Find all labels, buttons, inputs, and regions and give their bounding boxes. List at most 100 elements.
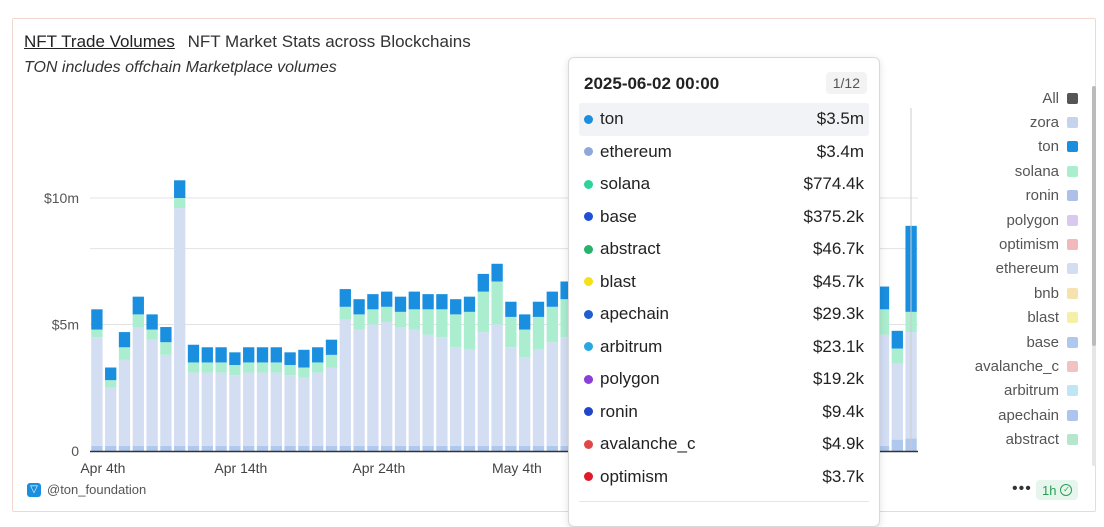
bar-segment-ethereum[interactable] xyxy=(160,354,172,446)
legend-scrollbar[interactable] xyxy=(1092,86,1096,466)
bar-segment-base[interactable] xyxy=(146,445,158,451)
bar-segment-solana[interactable] xyxy=(91,329,103,338)
bar-segment-base[interactable] xyxy=(105,445,117,451)
legend-scrollbar-thumb[interactable] xyxy=(1092,86,1096,346)
bar-segment-solana[interactable] xyxy=(491,281,503,325)
bar-segment-ethereum[interactable] xyxy=(146,339,158,446)
bar-stack[interactable] xyxy=(160,327,172,451)
bar-segment-base[interactable] xyxy=(877,445,890,451)
bar-stack[interactable] xyxy=(201,347,213,451)
bar-stack[interactable] xyxy=(381,291,393,451)
legend-item-ton[interactable]: ton xyxy=(928,135,1078,159)
bar-segment-ethereum[interactable] xyxy=(174,208,186,446)
bar-segment-ton[interactable] xyxy=(312,347,324,363)
bar-segment-solana[interactable] xyxy=(201,362,213,373)
bar-stack[interactable] xyxy=(546,291,558,451)
bar-segment-base[interactable] xyxy=(215,445,227,451)
bar-segment-ethereum[interactable] xyxy=(339,319,351,446)
bar-segment-ethereum[interactable] xyxy=(353,329,365,446)
refresh-badge[interactable]: 1h ✓ xyxy=(1036,480,1079,500)
bar-segment-solana[interactable] xyxy=(560,299,572,338)
bar-stack[interactable] xyxy=(367,294,379,451)
bar-segment-ton[interactable] xyxy=(353,299,365,315)
bar-stack[interactable] xyxy=(339,289,351,451)
bar-segment-ton[interactable] xyxy=(408,291,420,310)
bar-segment-base[interactable] xyxy=(229,445,241,451)
bar-stack[interactable] xyxy=(532,301,545,451)
bar-segment-solana[interactable] xyxy=(408,309,420,330)
bar-segment-solana[interactable] xyxy=(394,311,407,328)
bar-stack[interactable] xyxy=(477,273,489,451)
bar-segment-ton[interactable] xyxy=(394,296,407,312)
bar-segment-base[interactable] xyxy=(132,445,144,451)
bar-segment-ethereum[interactable] xyxy=(463,349,476,446)
bar-segment-base[interactable] xyxy=(560,445,572,451)
bar-segment-base[interactable] xyxy=(394,445,407,451)
bar-segment-ton[interactable] xyxy=(325,339,338,355)
bar-segment-solana[interactable] xyxy=(160,342,172,355)
bar-segment-base[interactable] xyxy=(270,445,282,451)
bar-stack[interactable] xyxy=(132,296,144,451)
bar-stack[interactable] xyxy=(519,314,531,451)
legend-item-arbitrum[interactable]: arbitrum xyxy=(928,379,1078,403)
bar-segment-ton[interactable] xyxy=(118,332,131,348)
bar-segment-solana[interactable] xyxy=(146,329,158,340)
bar-segment-solana[interactable] xyxy=(381,306,393,322)
bar-segment-base[interactable] xyxy=(436,445,448,451)
bar-stack[interactable] xyxy=(353,299,365,451)
bar-stack[interactable] xyxy=(105,367,117,451)
bar-segment-ethereum[interactable] xyxy=(229,375,241,446)
bar-segment-solana[interactable] xyxy=(105,380,117,388)
bar-stack[interactable] xyxy=(229,352,241,451)
bar-segment-ethereum[interactable] xyxy=(270,372,282,446)
bar-stack[interactable] xyxy=(270,347,282,451)
bar-segment-base[interactable] xyxy=(546,445,558,451)
bar-segment-ton[interactable] xyxy=(436,294,448,310)
bar-segment-base[interactable] xyxy=(353,445,365,451)
bar-stack[interactable] xyxy=(436,294,448,451)
bar-segment-ethereum[interactable] xyxy=(256,372,269,446)
bar-segment-solana[interactable] xyxy=(367,309,379,325)
bar-segment-ton[interactable] xyxy=(546,291,558,307)
bar-segment-ton[interactable] xyxy=(91,309,103,330)
footer-brand[interactable]: ▽ @ton_foundation xyxy=(27,482,146,497)
bar-stack[interactable] xyxy=(146,314,158,451)
bar-segment-solana[interactable] xyxy=(463,311,476,350)
bar-stack[interactable] xyxy=(215,347,227,451)
bar-segment-base[interactable] xyxy=(891,439,903,451)
bar-stack[interactable] xyxy=(174,180,186,451)
bar-segment-ton[interactable] xyxy=(215,347,227,363)
legend-item-abstract[interactable]: abstract xyxy=(928,427,1078,451)
bar-segment-ethereum[interactable] xyxy=(891,363,903,440)
bar-segment-solana[interactable] xyxy=(215,362,227,373)
bar-segment-solana[interactable] xyxy=(519,329,531,358)
bar-stack[interactable] xyxy=(450,299,462,451)
bar-stack[interactable] xyxy=(284,352,296,451)
bar-segment-ton[interactable] xyxy=(187,344,200,363)
bar-segment-ethereum[interactable] xyxy=(118,359,131,446)
bar-segment-solana[interactable] xyxy=(229,364,241,376)
bar-segment-ethereum[interactable] xyxy=(243,372,255,446)
bar-segment-base[interactable] xyxy=(532,445,545,451)
bar-segment-ton[interactable] xyxy=(519,314,531,330)
bar-segment-solana[interactable] xyxy=(118,347,131,360)
bar-segment-base[interactable] xyxy=(325,445,338,451)
bar-segment-solana[interactable] xyxy=(325,354,338,368)
bar-stack[interactable] xyxy=(325,339,338,451)
bar-segment-ton[interactable] xyxy=(505,301,517,317)
bar-segment-solana[interactable] xyxy=(532,316,545,350)
bar-segment-ton[interactable] xyxy=(339,289,351,307)
bar-segment-ethereum[interactable] xyxy=(105,387,117,446)
bar-stack[interactable] xyxy=(505,301,517,451)
bar-segment-ton[interactable] xyxy=(243,347,255,363)
bar-segment-base[interactable] xyxy=(312,445,324,451)
bar-segment-base[interactable] xyxy=(505,445,517,451)
bar-stack[interactable] xyxy=(891,330,903,451)
bar-stack[interactable] xyxy=(408,291,420,451)
bar-segment-ethereum[interactable] xyxy=(187,372,200,446)
bar-stack[interactable] xyxy=(422,294,434,451)
bar-segment-ethereum[interactable] xyxy=(215,372,227,446)
bar-segment-ton[interactable] xyxy=(132,296,144,315)
bar-segment-base[interactable] xyxy=(463,445,476,451)
bar-segment-solana[interactable] xyxy=(132,314,144,328)
